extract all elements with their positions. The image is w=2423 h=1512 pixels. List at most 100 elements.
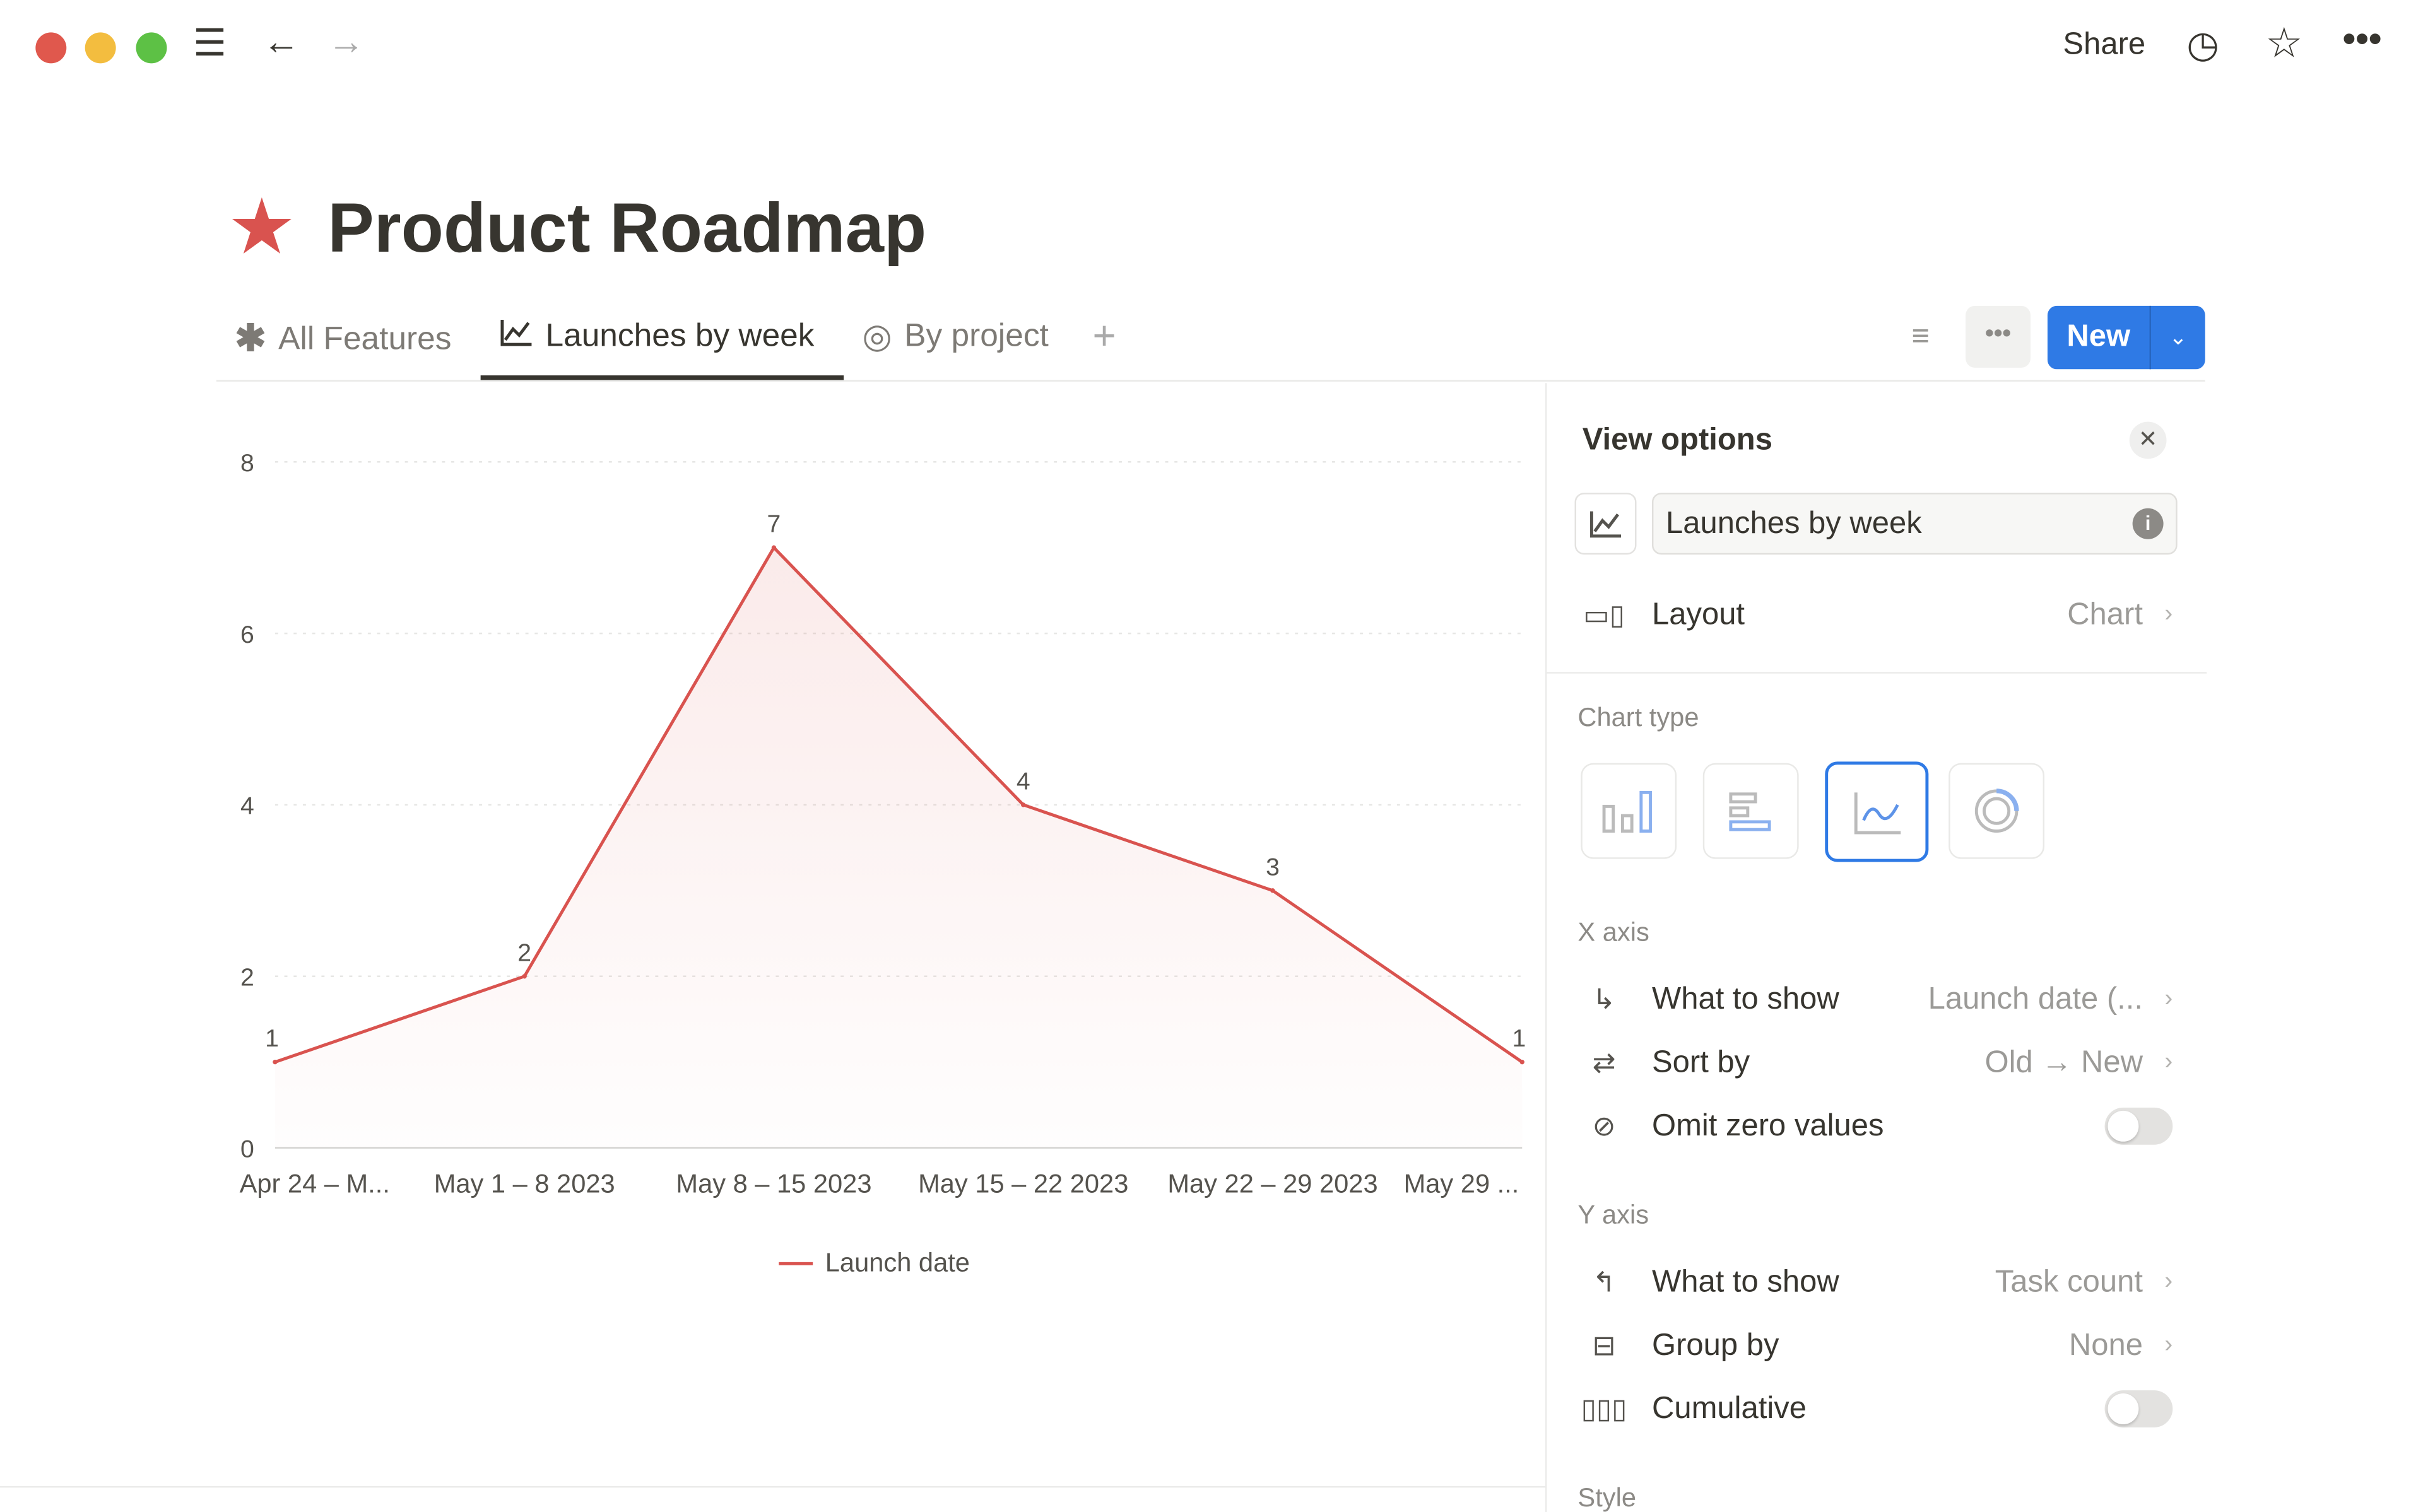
x-tick-label: May 1 – 8 2023 [434, 1169, 615, 1198]
tab-label: Launches by week [545, 318, 815, 354]
close-window-button[interactable] [35, 32, 67, 64]
divider [216, 380, 2205, 382]
clock-icon[interactable]: ◷ [2186, 25, 2219, 67]
section-label: Y axis [1577, 1200, 1649, 1230]
tab-by-project[interactable]: ◎ By project [863, 317, 1049, 357]
omit-zero-toggle[interactable] [2104, 1107, 2173, 1145]
x-tick-label: May 15 – 22 2023 [918, 1169, 1128, 1198]
group-by-row[interactable]: ⊟ Group by None › [1577, 1318, 2173, 1373]
chart-type-horizontal-bar[interactable] [1702, 763, 1799, 859]
data-label: 3 [1266, 853, 1280, 881]
y-tick-label: 4 [240, 793, 254, 820]
tab-launches-by-week[interactable]: Launches by week [499, 317, 815, 357]
row-label: Group by [1651, 1327, 1779, 1362]
tab-label: By project [904, 318, 1049, 354]
data-point [1021, 802, 1026, 807]
bar-chart-icon: ▯▯▯ [1581, 1392, 1627, 1424]
row-label: What to show [1651, 982, 1839, 1016]
view-options-panel: View options ✕ Launches by week i ▭▯ Layo… [1545, 383, 2207, 1512]
y-axis-arrow-icon: ↰ [1592, 1265, 1616, 1297]
vertical-bar-chart-icon [1602, 790, 1652, 833]
data-point [771, 545, 777, 550]
cumulative-row: ▯▯▯ Cumulative [1577, 1381, 2173, 1436]
x-tick-label: May 22 – 29 2023 [1167, 1169, 1377, 1198]
tab-label: All Features [278, 320, 452, 356]
row-value: Old → New [1984, 1045, 2143, 1079]
x-axis-arrow-icon: ↳ [1592, 983, 1616, 1014]
target-icon: ◎ [862, 317, 892, 356]
row-label: What to show [1651, 1264, 1839, 1299]
x-what-to-show-row[interactable]: ↳ What to show Launch date (... › [1577, 971, 2173, 1027]
menu-icon[interactable]: ☰ [193, 23, 227, 65]
back-arrow-icon[interactable]: ← [262, 21, 300, 64]
chevron-right-icon: › [2164, 601, 2173, 628]
series-line [274, 545, 1523, 1064]
line-chart-icon [1590, 511, 1622, 538]
omit-zero-row: ⊘ Omit zero values [1577, 1098, 2173, 1154]
view-more-button[interactable]: ••• [1966, 305, 2031, 368]
page-title: Product Roadmap [327, 188, 927, 267]
more-icon[interactable]: ••• [2342, 18, 2382, 61]
y-tick-label: 8 [240, 450, 254, 477]
section-label: X axis [1577, 917, 1649, 947]
asterisk-icon: ✱ [235, 318, 266, 360]
filter-icon[interactable]: ≡ [1911, 319, 1930, 354]
add-view-button[interactable]: + [1092, 312, 1116, 359]
new-dropdown-chevron-icon[interactable]: ⌄ [2169, 324, 2188, 349]
row-label: Sort by [1651, 1045, 1750, 1079]
active-tab-indicator [480, 375, 844, 380]
data-point [273, 1060, 278, 1065]
legend-label: Launch date [825, 1248, 970, 1278]
row-value: Launch date (... [1928, 982, 2143, 1016]
data-label: 2 [517, 939, 531, 966]
sort-by-row[interactable]: ⇄ Sort by Old → New › [1577, 1035, 2173, 1091]
maximize-window-button[interactable] [136, 32, 167, 64]
y-tick-label: 6 [240, 621, 254, 648]
chevron-right-icon: › [2164, 985, 2173, 1012]
page-star-icon: ★ [227, 184, 297, 271]
chart-type-line[interactable] [1825, 761, 1929, 862]
row-label: Cumulative [1651, 1391, 1807, 1426]
info-icon[interactable]: i [2132, 508, 2164, 539]
row-label: Omit zero values [1651, 1108, 1884, 1143]
x-tick-label: Apr 24 – M... [240, 1169, 390, 1198]
y-tick-label: 0 [240, 1135, 254, 1163]
chart-type-donut[interactable] [1948, 763, 2045, 859]
layout-icon: ▭▯ [1583, 598, 1625, 630]
new-button[interactable]: New [2066, 319, 2131, 354]
line-chart: 0 2 4 6 8 Apr 24 – M... May 1 – 8 2023 May 8 – … [240, 450, 1526, 1198]
row-value: Task count [1995, 1264, 2143, 1299]
area-fill [274, 548, 1523, 1148]
data-point [1270, 888, 1275, 893]
new-button-group: New ⌄ [2047, 305, 2205, 370]
row-value: None [2068, 1327, 2143, 1362]
chart-legend: Launch date [779, 1248, 970, 1279]
data-point [1519, 1060, 1524, 1065]
cumulative-toggle[interactable] [2104, 1390, 2173, 1427]
y-tick-label: 2 [240, 964, 254, 991]
chart-type-vertical-bar[interactable] [1581, 763, 1677, 859]
view-name-value: Launches by week [1666, 506, 1922, 540]
layout-row[interactable]: ▭▯ Layout Chart › [1577, 587, 2172, 643]
tab-all-features[interactable]: ✱ All Features [235, 317, 451, 361]
view-icon-button[interactable] [1574, 493, 1637, 555]
y-what-to-show-row[interactable]: ↰ What to show Task count › [1577, 1255, 2173, 1310]
close-icon[interactable]: ✕ [2129, 421, 2167, 459]
x-tick-label: May 29 ... [1404, 1169, 1519, 1198]
divider [1547, 672, 2207, 674]
minimize-window-button[interactable] [85, 32, 116, 64]
horizontal-bar-chart-icon [1729, 792, 1771, 831]
star-icon[interactable]: ☆ [2265, 20, 2303, 67]
share-button[interactable]: Share [2063, 28, 2146, 62]
data-label: 4 [1017, 768, 1030, 795]
data-label: 7 [767, 511, 781, 538]
forward-arrow-icon[interactable]: → [327, 21, 365, 64]
line-chart-icon [1853, 792, 1901, 834]
chevron-right-icon: › [2164, 1268, 2173, 1295]
data-point [522, 974, 527, 979]
view-name-input[interactable]: Launches by week i [1651, 493, 2178, 555]
data-label: 1 [265, 1025, 279, 1052]
data-label: 1 [1512, 1025, 1526, 1052]
panel-title: View options [1582, 423, 1772, 457]
